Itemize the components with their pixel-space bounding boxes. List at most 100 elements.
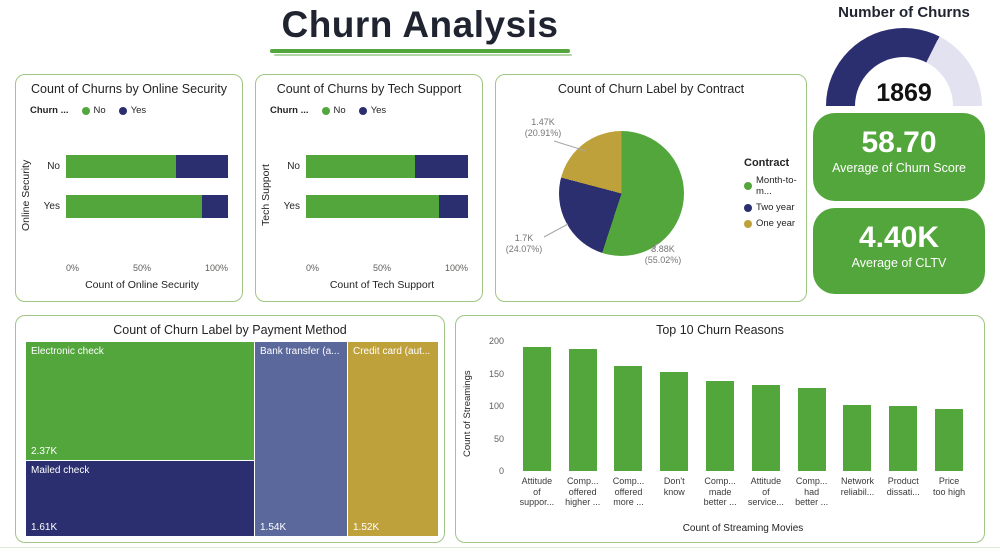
legend-label: Yes (130, 105, 147, 116)
pie[interactable] (559, 131, 684, 256)
kpi-label: Average of CLTV (851, 256, 947, 270)
y-tick-label: 0 (498, 466, 504, 476)
gauge-arc-wrap (826, 28, 982, 106)
bar[interactable] (935, 409, 964, 471)
legend-label: Two year (756, 202, 795, 213)
pie-callout-two-year: 1.7K (24.07%) (496, 233, 552, 255)
tile-value: 1.52K (353, 522, 380, 533)
legend-dot-icon (81, 106, 90, 115)
bar-segment-yes[interactable] (438, 195, 468, 218)
bar[interactable] (706, 381, 735, 471)
callout-value: 1.7K (514, 233, 534, 243)
bar-slot (743, 341, 789, 471)
legend-label: Yes (370, 105, 387, 116)
bar-slot (514, 341, 560, 471)
callout-percent: (55.02%) (644, 255, 682, 265)
plot-area: No Yes (26, 155, 228, 235)
x-axis-ticks: 0% 50% 100% (66, 263, 228, 273)
x-tick-label: Comp... offered higher ... (565, 476, 601, 507)
legend-label: No (93, 105, 106, 116)
bar-segment-no[interactable] (66, 195, 203, 218)
legend-item-month-to-month[interactable]: Month-to-m... (744, 175, 806, 197)
x-tick-label: Comp... offered more ... (612, 476, 645, 507)
page-bottom-divider (0, 547, 1000, 548)
legend-item-two-year[interactable]: Two year (744, 202, 806, 213)
legend-title: Churn ... (270, 105, 309, 116)
x-tick-label: 0% (66, 263, 80, 273)
bar[interactable] (568, 348, 597, 471)
x-tick-label: Price too high (933, 476, 966, 497)
legend: Contract Month-to-m... Two year One year (744, 157, 806, 234)
legend-item-one-year[interactable]: One year (744, 218, 806, 229)
treemap-tile-electronic-check[interactable]: Electronic check 2.37K (26, 342, 254, 460)
stacked-bar (306, 195, 468, 218)
y-tick-label: 200 (488, 336, 504, 346)
kpi-value: 58.70 (861, 126, 937, 159)
bar-row: No (266, 155, 468, 178)
bar[interactable] (614, 366, 643, 471)
legend-dot-icon (358, 106, 367, 115)
callout-percent: (20.91%) (524, 128, 562, 138)
bar-segment-no[interactable] (306, 155, 415, 178)
panel-tech-support-chart: Count of Churns by Tech Support Churn ..… (255, 74, 483, 302)
kpi-value: 4.40K (858, 221, 940, 254)
treemap-tile-mailed-check[interactable]: Mailed check 1.61K (26, 461, 254, 536)
gauge-number-of-churns: Number of Churns 1869 (818, 4, 990, 108)
bar-segment-yes[interactable] (202, 195, 228, 218)
panel-contract-pie-chart: Count of Churn Label by Contract 1.47K (… (495, 74, 807, 302)
bar[interactable] (797, 387, 826, 471)
x-tick-label: Comp... had better ... (795, 476, 829, 507)
legend-item-no[interactable]: No (81, 105, 106, 116)
tile-label: Electronic check (31, 346, 104, 357)
legend-dot-icon (744, 219, 752, 228)
y-tick-label: 50 (493, 433, 504, 444)
bar-segment-yes[interactable] (414, 155, 468, 178)
bar-row: No (26, 155, 228, 178)
bar-slot (697, 341, 743, 471)
legend-item-no[interactable]: No (321, 105, 346, 116)
bar-slot (606, 341, 652, 471)
bar[interactable] (889, 406, 918, 471)
x-tick-label: Attitude of suppor... (519, 476, 555, 507)
chart-title: Count of Churn Label by Contract (557, 82, 745, 96)
category-label: Yes (43, 201, 60, 212)
bar[interactable] (843, 404, 872, 471)
page-title: Churn Analysis (281, 4, 559, 45)
bar-segment-no[interactable] (66, 155, 177, 178)
chart-title: Count of Churns by Tech Support (276, 82, 462, 96)
legend-dot-icon (744, 203, 752, 212)
legend: Churn ... No Yes (30, 105, 242, 116)
kpi-card-churn-score: 58.70 Average of Churn Score (813, 113, 985, 201)
legend-label: Month-to-m... (756, 175, 797, 197)
bar[interactable] (522, 346, 551, 471)
treemap-area: Electronic check 2.37K Mailed check 1.61… (26, 342, 438, 536)
y-tick-label: 150 (488, 368, 504, 379)
bar[interactable] (751, 384, 780, 471)
x-tick-label: Network reliabil... (840, 476, 875, 497)
callout-value: 3.88K (651, 244, 675, 254)
tile-label: Bank transfer (a... (260, 346, 340, 357)
callout-percent: (24.07%) (505, 244, 543, 254)
stacked-bar (306, 155, 468, 178)
bar-segment-yes[interactable] (176, 155, 228, 178)
legend-dot-icon (118, 106, 127, 115)
legend-item-yes[interactable]: Yes (358, 105, 387, 116)
legend-item-yes[interactable]: Yes (118, 105, 147, 116)
x-axis-title: Count of Streaming Movies (682, 523, 804, 534)
x-axis-ticks: 0% 50% 100% (306, 263, 468, 273)
x-tick-label: Product dissati... (886, 476, 920, 497)
tile-value: 2.37K (31, 446, 58, 457)
stacked-bar (66, 155, 228, 178)
title-underline (270, 49, 570, 53)
panel-payment-method-treemap: Count of Churn Label by Payment Method E… (15, 315, 445, 543)
panel-top-churn-reasons-chart: Top 10 Churn Reasons Count of Streamings… (455, 315, 985, 543)
category-label: Yes (283, 201, 300, 212)
bar[interactable] (660, 372, 689, 471)
treemap-tile-bank-transfer[interactable]: Bank transfer (a... 1.54K (255, 342, 347, 536)
stacked-bar (66, 195, 228, 218)
gauge-value: 1869 (876, 79, 932, 107)
treemap-tile-credit-card[interactable]: Credit card (aut... 1.52K (348, 342, 438, 536)
kpi-card-cltv: 4.40K Average of CLTV (813, 208, 985, 294)
bar-segment-no[interactable] (306, 195, 439, 218)
x-tick-label: 50% (372, 263, 391, 273)
